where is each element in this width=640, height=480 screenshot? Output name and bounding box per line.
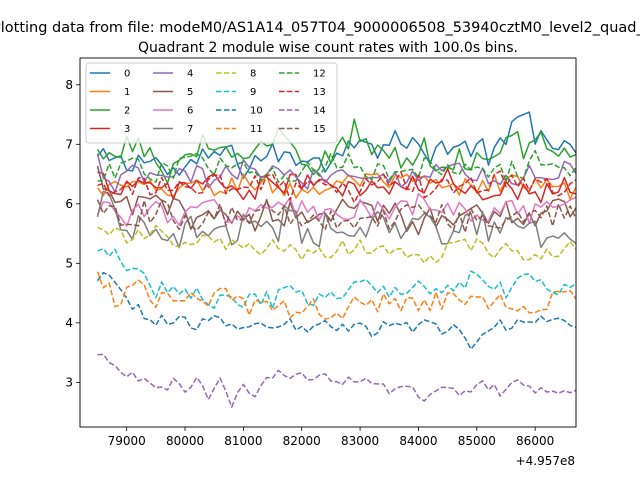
plot-frame	[79, 57, 577, 428]
series-line-5	[96, 165, 576, 236]
legend-label-13: 13	[313, 87, 326, 98]
y-tick-label: 5	[65, 256, 73, 270]
legend-label-14: 14	[313, 106, 326, 117]
x-tick-label: 84000	[399, 434, 437, 448]
x-tick-label: 80000	[166, 434, 204, 448]
series-line-1	[96, 172, 576, 200]
legend-label-0: 0	[124, 69, 130, 80]
series-line-12	[97, 149, 576, 183]
series-line-0	[96, 111, 576, 179]
series-line-3	[97, 168, 576, 204]
series-line-6	[96, 192, 576, 227]
legend-label-7: 7	[187, 124, 193, 135]
y-axis: 3 4 5 6 7 8	[65, 78, 80, 389]
legend-box	[85, 62, 338, 144]
series-line-13	[97, 170, 576, 204]
series-layer	[96, 111, 576, 408]
series-line-10	[96, 271, 576, 350]
x-axis: 79000 80000 81000 82000 83000 84000 85000 86000	[108, 427, 554, 448]
series-line-15	[96, 199, 576, 234]
legend-label-1: 1	[124, 87, 130, 98]
legend-label-8: 8	[250, 69, 256, 80]
legend-label-10: 10	[250, 106, 263, 117]
legend-label-3: 3	[124, 124, 130, 135]
x-tick-label: 82000	[283, 434, 321, 448]
x-tick-label: 85000	[458, 434, 496, 448]
legend-label-15: 15	[313, 124, 326, 135]
y-tick-label: 6	[65, 197, 73, 211]
series-line-9	[97, 248, 576, 310]
chart-suptitle: Plotting data from file: modeM0/AS1A14_0…	[0, 20, 640, 36]
y-tick-label: 8	[65, 78, 73, 92]
x-tick-label: 83000	[341, 434, 379, 448]
y-tick-label: 4	[65, 316, 73, 330]
legend-label-11: 11	[250, 124, 263, 135]
x-tick-label: 86000	[516, 434, 554, 448]
x-tick-label: 81000	[224, 434, 262, 448]
y-tick-label: 7	[65, 137, 73, 151]
series-line-4	[96, 153, 576, 193]
series-line-14	[97, 353, 576, 408]
y-tick-label: 3	[65, 375, 73, 389]
legend-label-5: 5	[187, 87, 193, 98]
series-line-2	[96, 118, 576, 184]
legend-label-9: 9	[250, 87, 256, 98]
x-tick-label: 79000	[108, 434, 146, 448]
legend-label-4: 4	[187, 69, 193, 80]
legend-label-6: 6	[187, 106, 193, 117]
legend-label-2: 2	[124, 106, 130, 117]
legend-label-12: 12	[313, 69, 326, 80]
chart-title: Quadrant 2 module wise count rates with …	[138, 40, 518, 56]
x-offset-label: +4.957e8	[516, 454, 575, 468]
